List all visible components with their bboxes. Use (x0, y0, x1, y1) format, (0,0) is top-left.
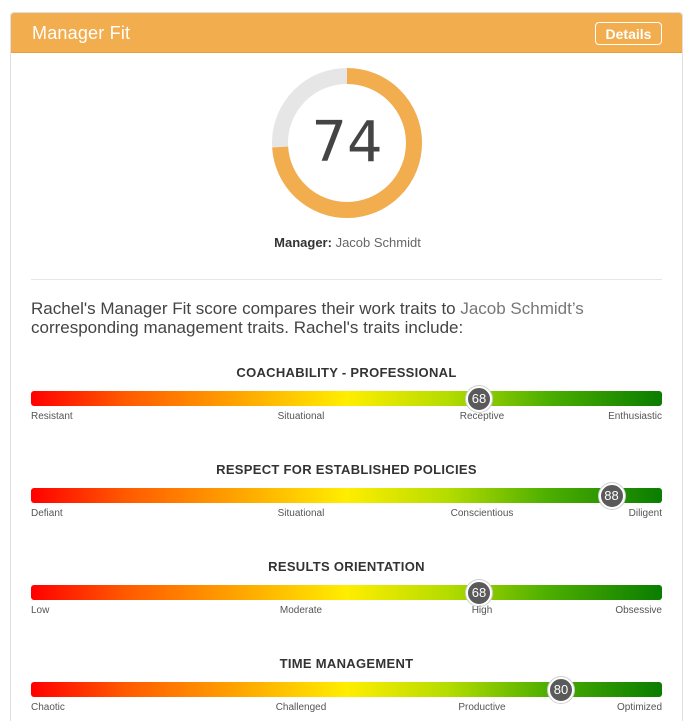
score-gauge: 74 (270, 66, 424, 220)
trait-title: RESPECT FOR ESTABLISHED POLICIES (216, 462, 477, 477)
trait-score-marker: 80 (548, 677, 575, 703)
trait-bar (31, 585, 662, 600)
trait-scale-labels: Resistant Situational Receptive Enthusia… (31, 411, 662, 425)
intro-after: corresponding management traits. Rachel'… (31, 318, 464, 337)
trait-coachability: COACHABILITY - PROFESSIONAL 68 Resistant… (31, 365, 662, 435)
intro-text: Rachel's Manager Fit score compares thei… (31, 299, 662, 337)
score-ring-fill (272, 68, 422, 218)
trait-time-management: TIME MANAGEMENT 80 Chaotic Challenged Pr… (31, 656, 662, 721)
trait-bar (31, 391, 662, 406)
scale-label: Obsessive (615, 605, 662, 616)
trait-respect-for-policies: RESPECT FOR ESTABLISHED POLICIES 88 Defi… (31, 462, 662, 532)
trait-results-orientation: RESULTS ORIENTATION 68 Low Moderate High… (31, 559, 662, 629)
scale-label: Moderate (279, 605, 323, 616)
score-ring (272, 68, 422, 218)
card-title: Manager Fit (32, 23, 131, 43)
scale-label: Receptive (459, 411, 505, 422)
scale-label: Diligent (628, 508, 662, 519)
trait-bar (31, 682, 662, 697)
manager-fit-card: Manager Fit Details 74 Manager: Jacob Sc… (10, 12, 683, 721)
trait-score-marker: 68 (466, 386, 492, 412)
scale-label: Challenged (275, 702, 327, 713)
trait-title: RESULTS ORIENTATION (268, 559, 425, 574)
divider (31, 279, 662, 280)
intro-manager-name: Jacob Schmidt’s (460, 299, 584, 318)
details-button[interactable]: Details (595, 22, 662, 45)
scale-label: Situational (277, 508, 325, 519)
scale-label: Situational (277, 411, 325, 422)
scale-label: Conscientious (450, 508, 514, 519)
scale-label: Productive (458, 702, 506, 713)
score-value: 74 (311, 110, 383, 175)
scale-label: Optimized (616, 702, 662, 713)
manager-label: Manager: (274, 235, 332, 250)
scale-label: Low (31, 605, 50, 616)
manager-name: Jacob Schmidt (335, 235, 421, 250)
trait-bar (31, 488, 662, 503)
scale-label: Defiant (31, 508, 63, 519)
trait-title: TIME MANAGEMENT (279, 656, 414, 671)
trait-scale-labels: Chaotic Challenged Productive Optimized (31, 702, 662, 716)
intro-before: Rachel's Manager Fit score compares thei… (31, 299, 461, 318)
trait-score-marker: 88 (598, 483, 625, 509)
manager-line: Manager: Jacob Schmidt (11, 235, 682, 250)
card-header: Manager Fit Details (11, 13, 682, 53)
trait-score-marker: 68 (466, 580, 492, 606)
scale-label: High (471, 605, 493, 616)
scale-label: Resistant (31, 411, 73, 422)
scale-label: Chaotic (31, 702, 65, 713)
trait-scale-labels: Low Moderate High Obsessive (31, 605, 662, 619)
scale-label: Enthusiastic (608, 411, 662, 422)
trait-scale-labels: Defiant Situational Conscientious Dilige… (31, 508, 662, 522)
trait-title: COACHABILITY - PROFESSIONAL (236, 365, 457, 380)
